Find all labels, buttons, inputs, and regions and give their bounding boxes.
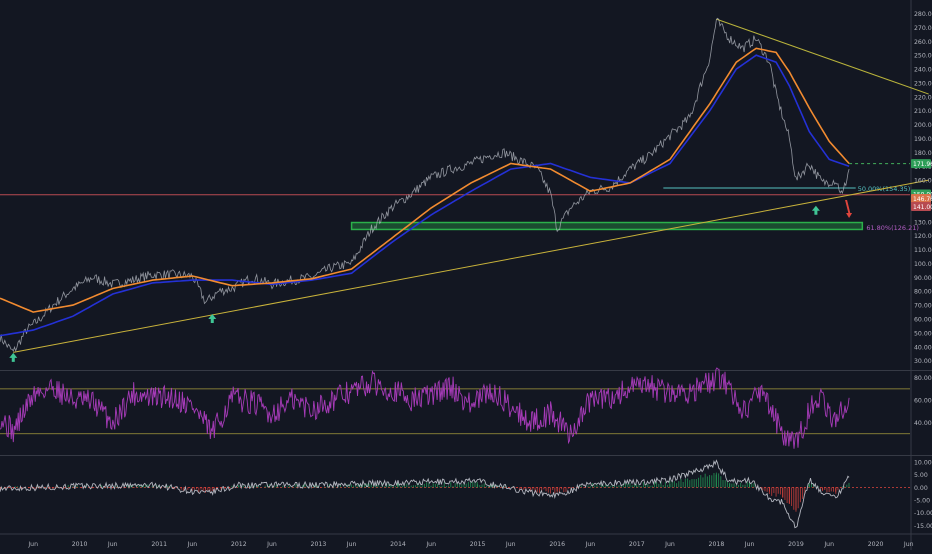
price-label-box [911,194,931,204]
price-tick-label: 190.00 [914,136,932,143]
price-tick-label: 220.00 [914,94,932,101]
price-panel: 50.00%(154.35)61.80%(126.21) [0,17,929,362]
time-tick-label: Jun [585,541,596,548]
momentum-tick-label: -15.00 [914,523,932,530]
time-tick-label: 2010 [72,541,88,548]
time-tick-label: Jun [903,541,914,548]
time-tick-label: 2019 [788,541,804,548]
support-zone [350,221,864,231]
momentum-line [0,459,850,529]
time-tick-label: 2016 [549,541,565,548]
price-line [0,17,850,353]
moving-average-1-line [0,54,850,337]
price-tick-label: 180.00 [914,150,932,157]
price-tick-label: 50.00 [914,330,932,337]
price-label-box [911,202,931,212]
price-tick-label: 200.00 [914,122,932,129]
falling-resistance-trendline [716,18,929,95]
time-tick-label: 2012 [231,541,247,548]
time-tick-label: 2011 [151,541,167,548]
price-tick-label: 230.00 [914,80,932,87]
time-tick-label: 2020 [868,541,884,548]
momentum-tick-label: 5.00 [914,472,928,479]
time-tick-label: Jun [425,541,436,548]
time-tick-label: Jun [505,541,516,548]
time-tick-label: Jun [187,541,198,548]
price-tick-label: 60.00 [914,317,932,324]
price-axis: 30.00 40.00 50.00 60.00 70.00 80.00 90.00 100.0… [911,11,932,530]
time-tick-label: 2015 [470,541,486,548]
price-tick-label: 70.00 [914,303,932,310]
price-tick-label: 40.00 [914,344,932,351]
moving-average-2-line [0,47,850,313]
price-tick-label: 270.00 [914,25,932,32]
momentum-tick-label: -5.00 [914,498,930,505]
rsi-line [0,367,850,449]
time-tick-label: Jun [823,541,834,548]
time-tick-label: Jun [27,541,38,548]
rsi-tick-label: 60.00 [914,398,932,405]
time-tick-label: 2018 [709,541,725,548]
up-arrow-marker [9,352,18,362]
momentum-panel [0,459,910,529]
time-tick-label: 2017 [629,541,645,548]
time-tick-label: Jun [107,541,118,548]
rsi-tick-label: 80.00 [914,375,932,382]
price-tick-label: 110.00 [914,247,932,254]
price-tick-label: 260.00 [914,39,932,46]
time-tick-label: 2013 [311,541,327,548]
price-label-box [911,159,931,169]
time-axis: Jun 2010 Jun 2011 Jun 2012 Jun 2013 Jun 2014 Jun 20… [27,541,913,548]
up-arrow-marker [208,314,217,324]
time-tick-label: Jun [266,541,277,548]
time-tick-label: Jun [664,541,675,548]
up-arrow-marker [811,205,820,215]
price-tick-label: 130.00 [914,219,932,226]
price-label: 141.00 [913,204,932,211]
price-tick-label: 80.00 [914,289,932,296]
fib-level-label: 61.80%(126.21) [866,224,919,232]
price-tick-label: 210.00 [914,108,932,115]
momentum-tick-label: 0.00 [914,485,928,492]
price-label: 146.76 [913,196,932,203]
price-tick-label: 100.00 [914,261,932,268]
down-arrow-marker [845,199,853,218]
momentum-tick-label: 10.00 [914,460,932,467]
momentum-tick-label: -10.00 [914,510,932,517]
time-tick-label: Jun [744,541,755,548]
time-tick-label: Jun [346,541,357,548]
rsi-panel [0,367,910,449]
price-tick-label: 160.00 [914,178,932,185]
price-tick-label: 90.00 [914,275,932,282]
price-tick-label: 280.00 [914,11,932,18]
price-tick-label: 120.00 [914,233,932,240]
time-tick-label: 2014 [390,541,406,548]
price-label: 171.96 [913,161,932,168]
rsi-tick-label: 40.00 [914,420,932,427]
price-tick-label: 240.00 [914,67,932,74]
price-tick-label: 30.00 [914,358,932,365]
price-tick-label: 250.00 [914,53,932,60]
long-term-support-trendline [13,179,929,353]
